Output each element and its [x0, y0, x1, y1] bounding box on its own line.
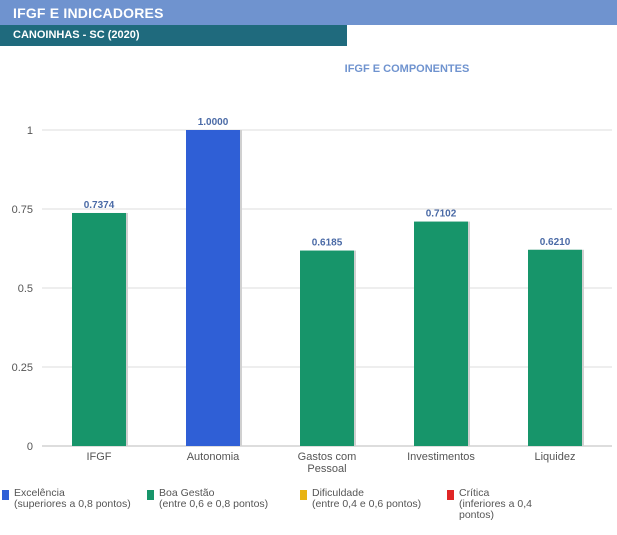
data-label: 0.6210 [540, 237, 571, 248]
legend-label-line: pontos) [459, 509, 495, 521]
x-tick-label: IFGF [86, 451, 111, 463]
data-label: 1.0000 [198, 117, 229, 128]
legend-label: Excelência (superiores a 0,8 pontos) [14, 488, 131, 510]
legend-swatch [2, 490, 9, 500]
header-bar: IFGF E INDICADORES [0, 0, 617, 25]
data-label: 0.6185 [312, 238, 343, 249]
legend-label-line: (entre 0,4 e 0,6 pontos) [312, 498, 422, 510]
legend-label: Dificuldade (entre 0,4 e 0,6 pontos) [312, 488, 421, 510]
data-label: 0.7102 [426, 209, 457, 220]
page-title: IFGF E INDICADORES [13, 5, 164, 21]
y-tick-label: 0 [27, 441, 33, 453]
municipality-title: CANOINHAS - SC (2020) [13, 29, 140, 41]
legend-label-line: (entre 0,6 e 0,8 pontos) [159, 498, 269, 510]
bar-chart: IFGF E COMPONENTES 0 0.25 0.5 0.75 1 0.7374 IFG… [12, 63, 612, 475]
bar [528, 249, 582, 446]
x-tick-label: Liquidez [535, 451, 576, 463]
data-label: 0.7374 [84, 200, 115, 211]
subheader-bar: CANOINHAS - SC (2020) [0, 25, 347, 46]
legend-label: Crítica (inferiores a 0,4 pontos) [459, 488, 532, 521]
legend-label-line: (inferiores a 0,4 [459, 498, 532, 510]
legend-label: Boa Gestão (entre 0,6 e 0,8 pontos) [159, 488, 268, 510]
y-tick-label: 0.75 [12, 204, 33, 216]
y-tick-label: 0.25 [12, 362, 33, 374]
legend-swatch [447, 490, 454, 500]
x-tick-label: Investimentos [407, 451, 475, 463]
y-tick-label: 0.5 [18, 283, 33, 295]
x-tick-label: Gastos com [298, 451, 357, 463]
legend-swatch [147, 490, 154, 500]
legend-label-line: Excelência [14, 487, 65, 499]
x-tick-label: Autonomia [187, 451, 240, 463]
bar [186, 130, 240, 446]
chart-legend: Excelência (superiores a 0,8 pontos) Boa G… [0, 487, 617, 535]
legend-swatch [300, 490, 307, 500]
y-tick-label: 1 [27, 125, 33, 137]
legend-label-line: Boa Gestão [159, 487, 215, 499]
x-tick-label: Pessoal [307, 463, 346, 475]
bar [72, 212, 126, 446]
bar [414, 221, 468, 446]
legend-label-line: (superiores a 0,8 pontos) [14, 498, 131, 510]
chart-title: IFGF E COMPONENTES [345, 63, 470, 75]
legend-label-line: Dificuldade [312, 487, 364, 499]
bar [300, 250, 354, 446]
legend-label-line: Crítica [459, 487, 490, 499]
